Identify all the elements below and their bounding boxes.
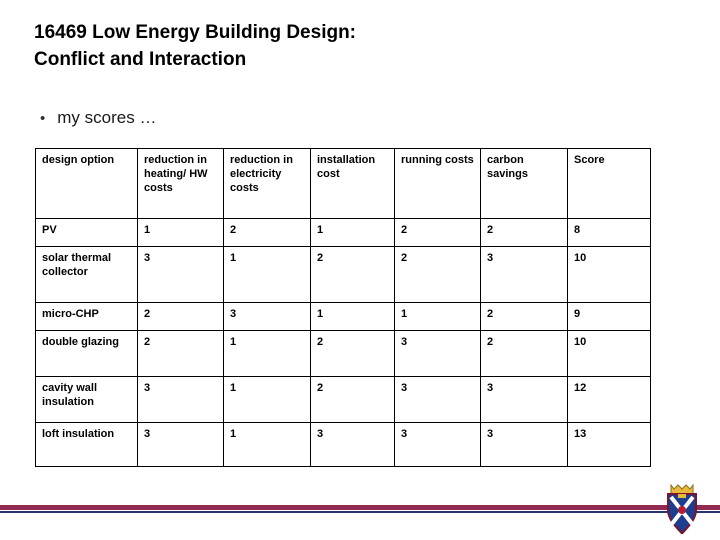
score-cell: 3 [480,376,568,423]
table-row: double glazing 2 1 2 3 2 10 [35,330,651,377]
row-label-cell: double glazing [35,330,138,377]
score-cell: 3 [137,422,224,467]
title-line-2: Conflict and Interaction [34,48,247,70]
score-cell: 3 [394,376,481,423]
column-header: carbon savings [480,148,568,219]
title-line-1: 16469 Low Energy Building Design: [34,22,357,43]
score-cell: 8 [567,218,651,247]
table-row: micro-CHP 2 3 1 1 2 9 [35,302,651,331]
score-cell: 1 [310,302,395,331]
score-cell: 13 [567,422,651,467]
table-row: loft insulation 3 1 3 3 3 13 [35,422,651,467]
score-cell: 3 [310,422,395,467]
row-label-cell: loft insulation [35,422,138,467]
column-header: Score [567,148,651,219]
scores-table-body: PV 1 2 1 2 2 8 solar thermal collector 3 1 2 2 3 10 mi… [35,218,651,467]
score-cell: 2 [480,302,568,331]
bullet-item: • my scores … [40,108,156,128]
table-row: solar thermal collector 3 1 2 2 3 10 [35,246,651,303]
scores-table: design option reduction in heating/ HW co… [35,148,651,467]
score-cell: 2 [310,246,395,303]
column-header: design option [35,148,138,219]
scores-table-head: design option reduction in heating/ HW co… [35,148,651,219]
score-cell: 2 [137,302,224,331]
score-cell: 12 [567,376,651,423]
score-cell: 2 [223,218,311,247]
column-header: running costs [394,148,481,219]
footer-stripe-bottom [0,511,720,513]
column-header: reduction in electricity costs [223,148,311,219]
score-cell: 2 [137,330,224,377]
table-row: cavity wall insulation 3 1 2 3 3 12 [35,376,651,423]
score-cell: 2 [394,218,481,247]
score-cell: 2 [480,218,568,247]
score-cell: 10 [567,330,651,377]
score-cell: 3 [137,376,224,423]
row-label-cell: PV [35,218,138,247]
slide-title: 16469 Low Energy Building Design: Confli… [34,20,356,73]
score-cell: 1 [137,218,224,247]
score-cell: 2 [310,376,395,423]
bullet-text: my scores … [57,108,157,127]
score-cell: 1 [223,422,311,467]
score-cell: 2 [394,246,481,303]
row-label-cell: cavity wall insulation [35,376,138,423]
score-cell: 2 [480,330,568,377]
score-cell: 1 [394,302,481,331]
score-cell: 3 [137,246,224,303]
score-cell: 10 [567,246,651,303]
column-header: reduction in heating/ HW costs [137,148,224,219]
row-label-cell: solar thermal collector [35,246,138,303]
column-header: installation cost [310,148,395,219]
table-row: PV 1 2 1 2 2 8 [35,218,651,247]
score-cell: 1 [223,246,311,303]
score-cell: 3 [223,302,311,331]
score-cell: 1 [223,376,311,423]
university-crest-logo [667,484,697,535]
score-cell: 3 [480,246,568,303]
score-cell: 1 [310,218,395,247]
score-cell: 3 [480,422,568,467]
score-cell: 3 [394,330,481,377]
row-label-cell: micro-CHP [35,302,138,331]
score-cell: 2 [310,330,395,377]
score-cell: 1 [223,330,311,377]
score-cell: 3 [394,422,481,467]
score-cell: 9 [567,302,651,331]
bullet-icon: • [40,110,46,127]
footer-stripe-top [0,505,720,510]
